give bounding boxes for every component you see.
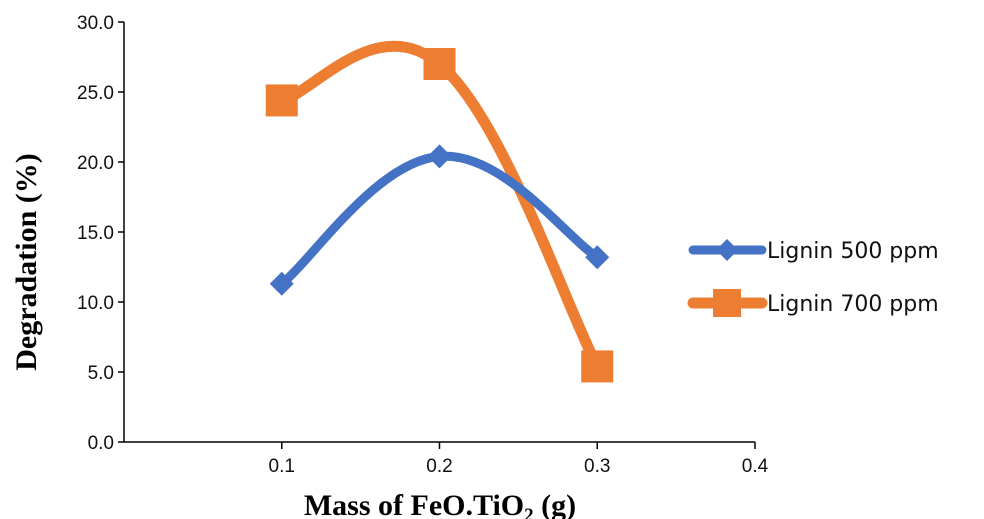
series-line bbox=[276, 40, 603, 372]
y-tick-label: 25.0 bbox=[77, 83, 114, 104]
axes: 0.0 5.0 10.0 15.0 20.0 25.0 30.0 0.1 0.2 0.3 0.4 bbox=[77, 13, 769, 477]
data-point-diamond bbox=[269, 271, 294, 296]
legend-label: Lignin 700 ppm bbox=[767, 292, 939, 317]
y-tick-label: 20.0 bbox=[77, 153, 114, 174]
y-tick-label: 30.0 bbox=[77, 13, 114, 34]
x-tick-label: 0.1 bbox=[269, 456, 295, 477]
x-tick-label: 0.2 bbox=[426, 456, 452, 477]
y-tick-label: 0.0 bbox=[88, 433, 114, 454]
x-axis-title-main: Mass of FeO.TiO bbox=[304, 489, 524, 519]
data-point-square bbox=[423, 48, 456, 80]
legend-marker-square bbox=[713, 289, 741, 317]
legend-label: Lignin 500 ppm bbox=[767, 239, 939, 264]
y-axis-title: Degradation (%) bbox=[10, 153, 43, 370]
y-tick-label: 10.0 bbox=[77, 293, 114, 314]
x-tick-label: 0.3 bbox=[584, 456, 610, 477]
legend: Lignin 500 ppm Lignin 700 ppm bbox=[687, 239, 939, 317]
series-lignin-500-ppm bbox=[269, 144, 610, 296]
data-point-square bbox=[265, 84, 298, 117]
legend-item: Lignin 500 ppm bbox=[688, 239, 939, 264]
y-tick-label: 5.0 bbox=[88, 363, 114, 384]
legend-marker-diamond bbox=[716, 239, 738, 261]
data-point-diamond bbox=[585, 245, 610, 270]
x-axis-title: Mass of FeO.TiO2 (g) bbox=[304, 489, 576, 519]
series-layer bbox=[265, 40, 614, 383]
x-axis-title-subscript: 2 bbox=[524, 505, 534, 519]
x-axis-title-suffix: (g) bbox=[534, 489, 576, 519]
y-tick-label: 15.0 bbox=[77, 223, 114, 244]
series-lignin-700-ppm bbox=[265, 40, 614, 383]
legend-item: Lignin 700 ppm bbox=[687, 289, 939, 317]
x-tick-label: 0.4 bbox=[742, 456, 769, 477]
data-point-diamond bbox=[427, 144, 452, 169]
data-point-square bbox=[581, 350, 614, 383]
